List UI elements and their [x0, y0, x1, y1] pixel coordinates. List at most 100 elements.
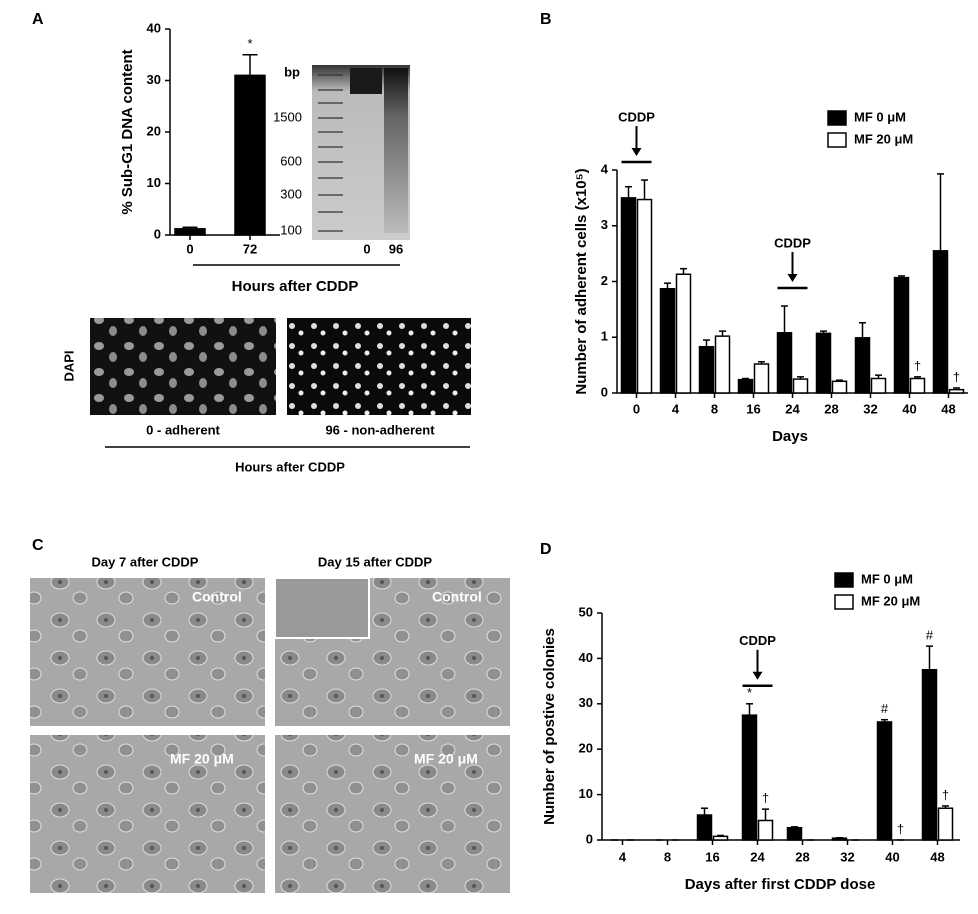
bar [937, 807, 954, 841]
bar [698, 345, 715, 394]
annotation: # [926, 628, 934, 643]
micrograph-label: Control [432, 589, 482, 605]
dapi-xlabel: Hours after CDDP [235, 459, 345, 474]
y-tick-label: 30 [147, 72, 161, 87]
legend-swatch [834, 572, 854, 588]
error-bar [717, 834, 724, 837]
y-axis-title: Number of postive colonies [541, 628, 558, 825]
dapi-image [90, 318, 276, 415]
gel-band [350, 68, 382, 94]
micrograph-label: MF 20 μM [414, 751, 478, 767]
micrograph-label: Control [192, 589, 242, 605]
error-bar [664, 282, 671, 289]
y-axis-title: Number of adherent cells (x10⁵) [573, 168, 590, 394]
x-tick-label: 72 [243, 241, 257, 256]
x-tick-label: 4 [619, 849, 627, 864]
error-bar [937, 173, 944, 251]
bar [776, 332, 793, 394]
gel-lane: 0 [363, 241, 370, 256]
x-tick-label: 40 [885, 849, 899, 864]
bar [234, 74, 266, 236]
error-bar [242, 54, 258, 76]
bar [753, 363, 770, 394]
y-tick-label: 20 [579, 741, 593, 756]
y-tick-label: 40 [147, 20, 161, 35]
y-tick-label: 2 [601, 273, 608, 288]
annotation: CDDP [618, 109, 655, 124]
micrograph-inset [274, 577, 370, 639]
error-bar [746, 703, 753, 716]
dapi-image [287, 318, 471, 415]
y-tick-label: 3 [601, 217, 608, 232]
y-tick-label: 0 [154, 226, 161, 241]
legend-label: MF 20 μM [861, 593, 920, 608]
micrograph-label: MF 20 μM [170, 751, 234, 767]
x-tick-label: 16 [746, 401, 760, 416]
annotation: CDDP [774, 235, 811, 250]
error-bar [701, 807, 708, 816]
error-bar [953, 387, 960, 390]
arrow-head [631, 148, 642, 157]
panel-label: C [32, 537, 44, 554]
bar [854, 337, 871, 394]
annotation: CDDP [739, 633, 776, 648]
bar [870, 377, 887, 394]
y-tick-label: 0 [586, 831, 593, 846]
y-tick-label: 50 [579, 604, 593, 619]
error-bar [762, 808, 769, 821]
annotation: † [762, 791, 769, 806]
annotation: † [942, 787, 949, 802]
bar [948, 388, 965, 394]
dapi-ylabel: DAPI [61, 350, 76, 381]
gel-marker: 600 [280, 153, 302, 168]
bar [737, 378, 754, 394]
x-tick-label: 48 [941, 401, 955, 416]
error-bar [625, 185, 632, 198]
arrow-head [787, 274, 798, 283]
bar [174, 228, 206, 236]
annotation: * [247, 36, 252, 51]
dapi-caption: 0 - adherent [146, 422, 220, 437]
x-tick-label: 32 [840, 849, 854, 864]
micrograph [30, 735, 265, 893]
x-tick-label: 48 [930, 849, 944, 864]
annotation: † [897, 821, 904, 836]
bar [757, 819, 774, 841]
x-tick-label: 28 [824, 401, 838, 416]
bar [876, 721, 893, 841]
dapi-caption: 96 - non-adherent [325, 422, 435, 437]
error-bar [881, 718, 888, 722]
gel-unit: bp [284, 64, 300, 79]
gel-lane: 96 [389, 241, 403, 256]
x-tick-label: 4 [672, 401, 680, 416]
error-bar [781, 305, 788, 333]
gel-smear [384, 68, 408, 233]
error-bar [703, 339, 710, 347]
legend-swatch [834, 594, 854, 610]
bar [815, 332, 832, 394]
y-tick-label: 0 [601, 384, 608, 399]
x-tick-label: 40 [902, 401, 916, 416]
x-axis-title: Hours after CDDP [232, 278, 359, 295]
error-bar [898, 275, 905, 278]
error-bar [797, 376, 804, 380]
legend-swatch [827, 132, 847, 148]
micrograph-title: Day 7 after CDDP [92, 554, 199, 569]
panel-label: B [540, 11, 552, 28]
y-tick-label: 20 [147, 123, 161, 138]
micrograph [275, 735, 510, 893]
annotation: * [747, 685, 752, 700]
x-axis-title: Days after first CDDP dose [685, 876, 876, 893]
error-bar [742, 377, 749, 380]
bar [675, 273, 692, 394]
bar [909, 377, 926, 394]
x-tick-label: 32 [863, 401, 877, 416]
bar [831, 380, 848, 394]
error-bar [791, 826, 798, 828]
legend-label: MF 0 μM [861, 571, 913, 586]
x-tick-label: 24 [785, 401, 800, 416]
panel-label: A [32, 11, 44, 28]
gel-marker: 300 [280, 186, 302, 201]
arrow-head [752, 671, 763, 680]
y-axis-title: % Sub-G1 DNA content [119, 49, 136, 214]
